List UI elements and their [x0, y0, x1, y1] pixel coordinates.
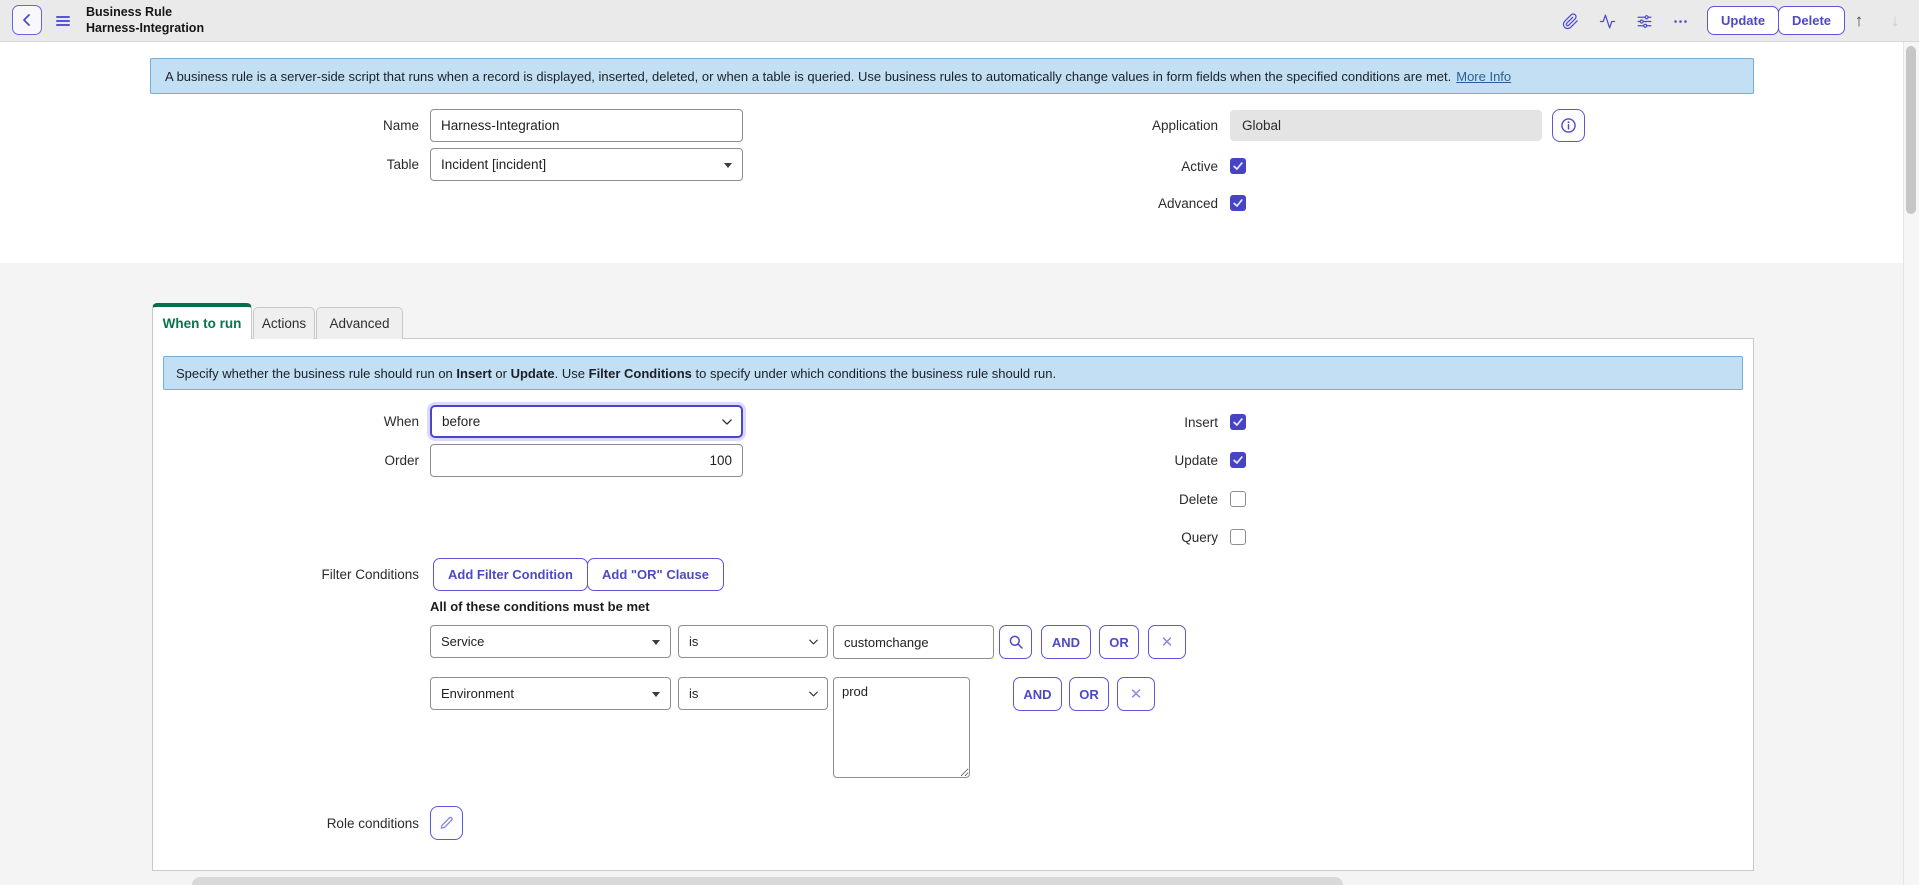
check-icon: [1233, 456, 1243, 464]
application-input[interactable]: Global: [1230, 110, 1542, 141]
condition-and-button[interactable]: AND: [1013, 677, 1062, 711]
chevron-down-icon: [808, 689, 819, 698]
remove-condition-button[interactable]: ✕: [1148, 625, 1186, 659]
chevron-down-icon: [652, 639, 660, 645]
condition-field-select[interactable]: Service: [430, 625, 671, 658]
condition-operator-value: is: [689, 634, 699, 649]
hamburger-icon: [55, 14, 71, 28]
search-icon: [1008, 634, 1024, 650]
personalize-form-button[interactable]: [1632, 9, 1656, 33]
insert-checkbox[interactable]: [1230, 414, 1246, 430]
check-icon: [1233, 162, 1243, 170]
scrollbar-thumb[interactable]: [1906, 46, 1916, 214]
order-label: Order: [384, 453, 419, 468]
tab-actions[interactable]: Actions: [253, 307, 315, 339]
query-label: Query: [1181, 529, 1218, 545]
chevron-left-icon: [19, 12, 35, 28]
pencil-icon: [439, 815, 455, 831]
tab-advanced[interactable]: Advanced: [316, 307, 403, 339]
check-icon: [1233, 418, 1243, 426]
advanced-checkbox[interactable]: [1230, 195, 1246, 211]
chevron-down-icon: [721, 417, 733, 427]
query-checkbox[interactable]: [1230, 529, 1246, 545]
condition-operator-value: is: [689, 686, 699, 701]
form-header: Business Rule Harness-Integration Update…: [0, 0, 1919, 42]
update-checkbox[interactable]: [1230, 452, 1246, 468]
remove-condition-button[interactable]: ✕: [1117, 677, 1155, 711]
next-record-icon[interactable]: ↓: [1890, 11, 1900, 30]
paperclip-icon: [1562, 12, 1579, 30]
activity-stream-button[interactable]: [1595, 9, 1619, 33]
update-button[interactable]: Update: [1707, 6, 1780, 35]
page-title: Business Rule Harness-Integration: [86, 4, 204, 36]
when-select-value: before: [442, 414, 481, 429]
vertical-scrollbar[interactable]: [1903, 42, 1919, 885]
condition-field-value: Service: [441, 634, 485, 649]
info-banner: A business rule is a server-side script …: [150, 58, 1754, 94]
info-icon: [1560, 117, 1577, 134]
condition-field-select[interactable]: Environment: [430, 677, 671, 710]
condition-value-input[interactable]: [833, 625, 994, 659]
previous-record-icon[interactable]: ↑: [1854, 11, 1864, 30]
application-info-button[interactable]: [1552, 109, 1585, 142]
context-menu-button[interactable]: [52, 12, 74, 30]
attachment-button[interactable]: [1558, 9, 1582, 33]
add-or-clause-button[interactable]: Add "OR" Clause: [587, 558, 724, 591]
record-type-title: Business Rule: [86, 5, 173, 19]
table-select[interactable]: Incident [incident]: [430, 148, 743, 181]
chevron-down-icon: [724, 162, 732, 168]
when-select[interactable]: before: [430, 405, 743, 438]
condition-match-text: All of these conditions must be met: [430, 599, 650, 614]
table-select-value: Incident [incident]: [441, 157, 547, 172]
delete-label: Delete: [1178, 491, 1218, 507]
chevron-down-icon: [808, 637, 819, 646]
condition-operator-select[interactable]: is: [678, 625, 828, 658]
more-info-link[interactable]: More Info: [1456, 68, 1512, 84]
condition-and-button[interactable]: AND: [1041, 625, 1091, 659]
edit-role-conditions-button[interactable]: [430, 806, 463, 840]
delete-checkbox[interactable]: [1230, 491, 1246, 507]
back-button[interactable]: [12, 5, 42, 35]
run-info-banner: Specify whether the business rule should…: [163, 356, 1743, 390]
delete-button[interactable]: Delete: [1778, 6, 1846, 35]
add-filter-condition-button[interactable]: Add Filter Condition: [433, 558, 588, 591]
record-name-title: Harness-Integration: [86, 21, 205, 35]
chevron-down-icon: [652, 691, 660, 697]
update-label: Update: [1174, 452, 1218, 468]
condition-search-button[interactable]: [999, 625, 1032, 659]
bottom-peek-bar: [192, 877, 1343, 885]
sliders-icon: [1636, 13, 1653, 30]
condition-value-textarea[interactable]: prod: [833, 677, 970, 778]
run-banner-text: Specify whether the business rule should…: [176, 365, 1057, 381]
condition-operator-select[interactable]: is: [678, 677, 828, 710]
order-input[interactable]: [430, 444, 743, 477]
name-label: Name: [382, 118, 419, 133]
insert-label: Insert: [1184, 414, 1218, 430]
advanced-label: Advanced: [1157, 195, 1218, 211]
filter-conditions-label: Filter Conditions: [321, 567, 419, 582]
condition-or-button[interactable]: OR: [1069, 677, 1109, 711]
active-label: Active: [1181, 158, 1218, 174]
info-banner-text: A business rule is a server-side script …: [165, 68, 1452, 84]
when-to-run-panel: [152, 338, 1754, 871]
check-icon: [1233, 199, 1243, 207]
application-label: Application: [1151, 118, 1218, 133]
more-options-button[interactable]: [1668, 9, 1692, 33]
active-checkbox[interactable]: [1230, 158, 1246, 174]
role-conditions-label: Role conditions: [326, 815, 419, 831]
activity-icon: [1599, 13, 1616, 30]
table-label: Table: [386, 157, 419, 172]
ellipsis-icon: [1672, 13, 1689, 30]
condition-field-value: Environment: [441, 686, 514, 701]
when-label: When: [383, 414, 419, 429]
tab-when-to-run[interactable]: When to run: [152, 303, 252, 339]
condition-or-button[interactable]: OR: [1099, 625, 1139, 659]
name-input[interactable]: [430, 109, 743, 142]
